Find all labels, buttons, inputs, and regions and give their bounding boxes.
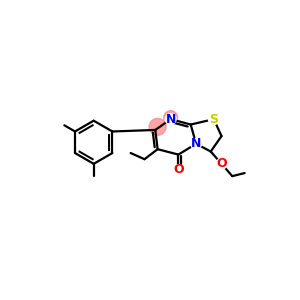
Circle shape <box>216 158 227 169</box>
Text: O: O <box>216 157 227 170</box>
Text: S: S <box>209 113 218 126</box>
Circle shape <box>165 114 176 124</box>
Text: N: N <box>166 113 176 126</box>
Circle shape <box>173 165 184 176</box>
Circle shape <box>149 118 166 135</box>
Circle shape <box>191 138 202 149</box>
Circle shape <box>164 111 178 124</box>
Circle shape <box>208 114 219 124</box>
Text: O: O <box>173 164 184 176</box>
Text: N: N <box>191 137 201 150</box>
